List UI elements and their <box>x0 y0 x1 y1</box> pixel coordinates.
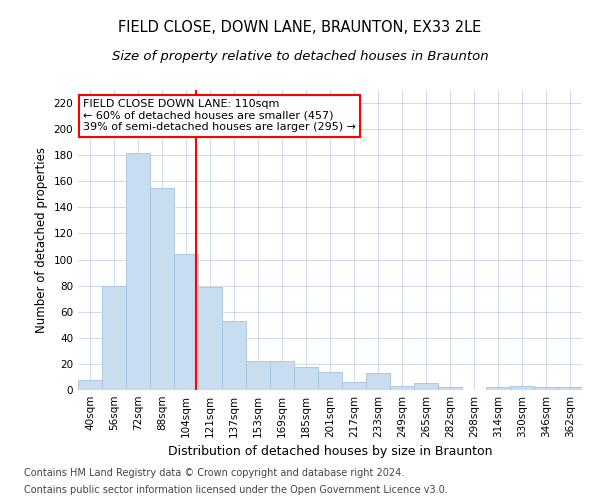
Bar <box>390 386 414 390</box>
Bar <box>510 386 534 390</box>
Bar <box>318 372 342 390</box>
X-axis label: Distribution of detached houses by size in Braunton: Distribution of detached houses by size … <box>168 446 492 458</box>
Bar <box>342 382 366 390</box>
Bar <box>414 384 438 390</box>
Bar <box>174 254 198 390</box>
Bar <box>438 388 462 390</box>
Bar <box>150 188 174 390</box>
Bar <box>222 321 246 390</box>
Bar <box>102 286 126 390</box>
Text: FIELD CLOSE, DOWN LANE, BRAUNTON, EX33 2LE: FIELD CLOSE, DOWN LANE, BRAUNTON, EX33 2… <box>118 20 482 35</box>
Bar <box>366 373 390 390</box>
Bar <box>558 388 582 390</box>
Bar <box>294 366 318 390</box>
Bar <box>246 362 270 390</box>
Bar <box>198 287 222 390</box>
Bar <box>270 362 294 390</box>
Y-axis label: Number of detached properties: Number of detached properties <box>35 147 48 333</box>
Text: Contains HM Land Registry data © Crown copyright and database right 2024.: Contains HM Land Registry data © Crown c… <box>24 468 404 477</box>
Bar <box>534 388 558 390</box>
Bar <box>126 152 150 390</box>
Text: Size of property relative to detached houses in Braunton: Size of property relative to detached ho… <box>112 50 488 63</box>
Bar <box>78 380 102 390</box>
Text: FIELD CLOSE DOWN LANE: 110sqm
← 60% of detached houses are smaller (457)
39% of : FIELD CLOSE DOWN LANE: 110sqm ← 60% of d… <box>83 99 356 132</box>
Text: Contains public sector information licensed under the Open Government Licence v3: Contains public sector information licen… <box>24 485 448 495</box>
Bar <box>486 388 510 390</box>
